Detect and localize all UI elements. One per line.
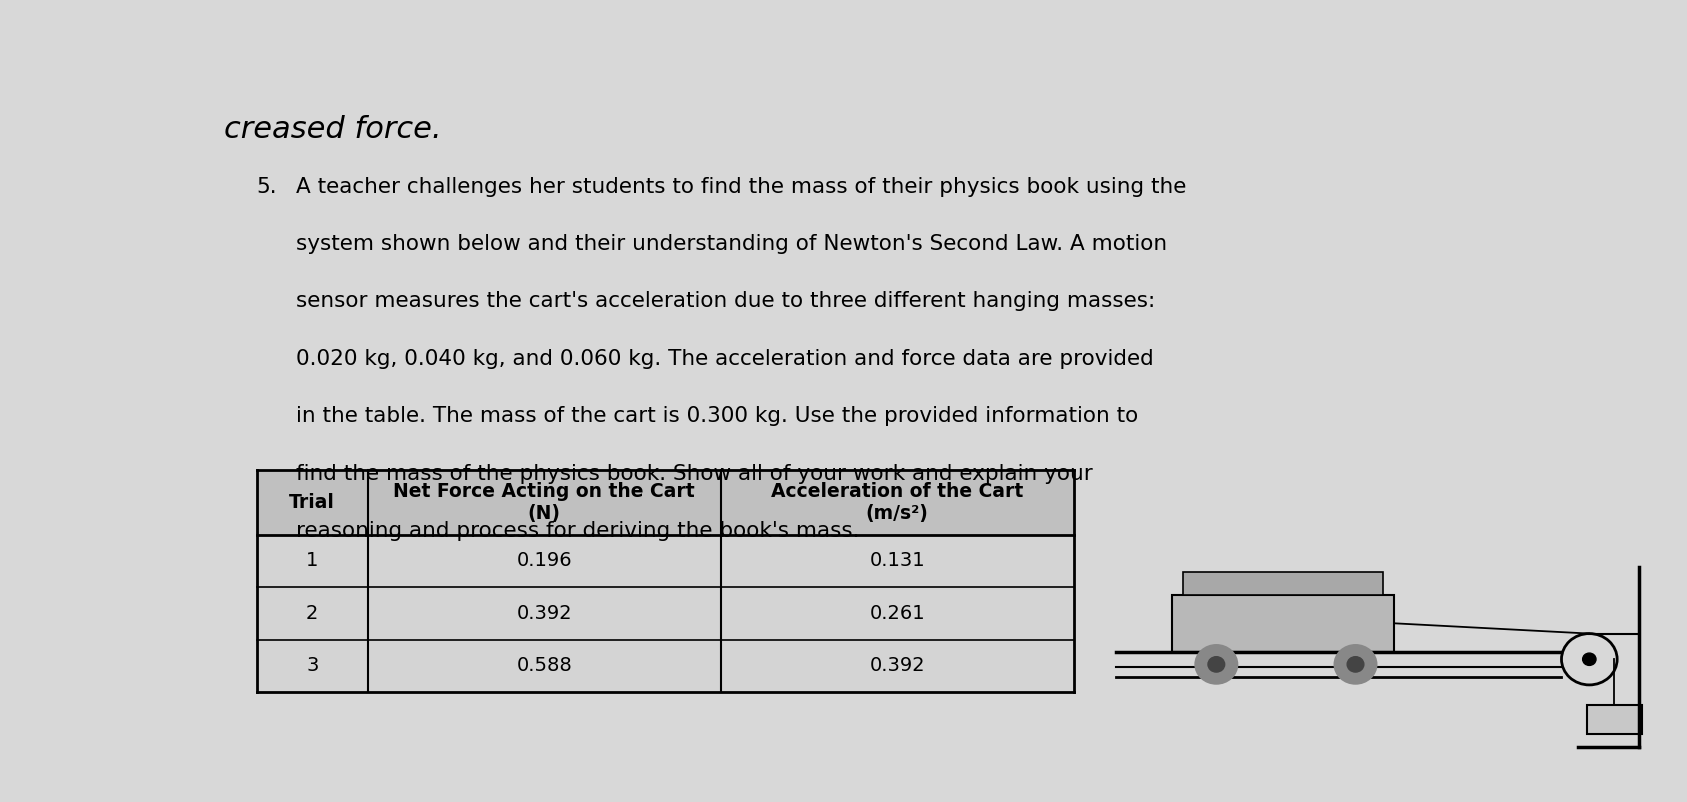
Bar [1183, 572, 1383, 595]
Text: Trial: Trial [288, 492, 336, 512]
Text: Acceleration of the Cart
(m/s²): Acceleration of the Cart (m/s²) [771, 482, 1024, 523]
Text: creased force.: creased force. [224, 115, 442, 144]
Text: 3: 3 [305, 656, 319, 675]
Bar [1586, 706, 1641, 734]
Circle shape [1194, 645, 1238, 684]
Text: system shown below and their understanding of Newton's Second Law. A motion: system shown below and their understandi… [295, 234, 1167, 254]
Text: 0.131: 0.131 [869, 552, 924, 570]
FancyBboxPatch shape [256, 470, 1073, 535]
Text: 5.: 5. [256, 176, 277, 196]
Circle shape [1582, 653, 1596, 666]
Circle shape [1208, 657, 1225, 672]
Text: 0.588: 0.588 [516, 656, 572, 675]
Text: in the table. The mass of the cart is 0.300 kg. Use the provided information to: in the table. The mass of the cart is 0.… [295, 407, 1139, 426]
Text: 1: 1 [305, 552, 319, 570]
Text: A teacher challenges her students to find the mass of their physics book using t: A teacher challenges her students to fin… [295, 176, 1186, 196]
Text: Net Force Acting on the Cart
(N): Net Force Acting on the Cart (N) [393, 482, 695, 523]
Circle shape [1348, 657, 1363, 672]
Text: 0.020 kg, 0.040 kg, and 0.060 kg. The acceleration and force data are provided: 0.020 kg, 0.040 kg, and 0.060 kg. The ac… [295, 349, 1154, 369]
FancyBboxPatch shape [256, 640, 1073, 692]
Text: find the mass of the physics book. Show all of your work and explain your: find the mass of the physics book. Show … [295, 464, 1093, 484]
Text: 0.392: 0.392 [516, 604, 572, 623]
FancyBboxPatch shape [256, 587, 1073, 640]
Text: 0.196: 0.196 [516, 552, 572, 570]
Circle shape [1334, 645, 1377, 684]
Text: reasoning and process for deriving the book's mass.: reasoning and process for deriving the b… [295, 521, 859, 541]
Text: 0.392: 0.392 [869, 656, 924, 675]
Bar [1172, 595, 1395, 651]
Text: 0.261: 0.261 [869, 604, 924, 623]
Text: sensor measures the cart's acceleration due to three different hanging masses:: sensor measures the cart's acceleration … [295, 291, 1156, 311]
Text: 2: 2 [305, 604, 319, 623]
FancyBboxPatch shape [256, 535, 1073, 587]
